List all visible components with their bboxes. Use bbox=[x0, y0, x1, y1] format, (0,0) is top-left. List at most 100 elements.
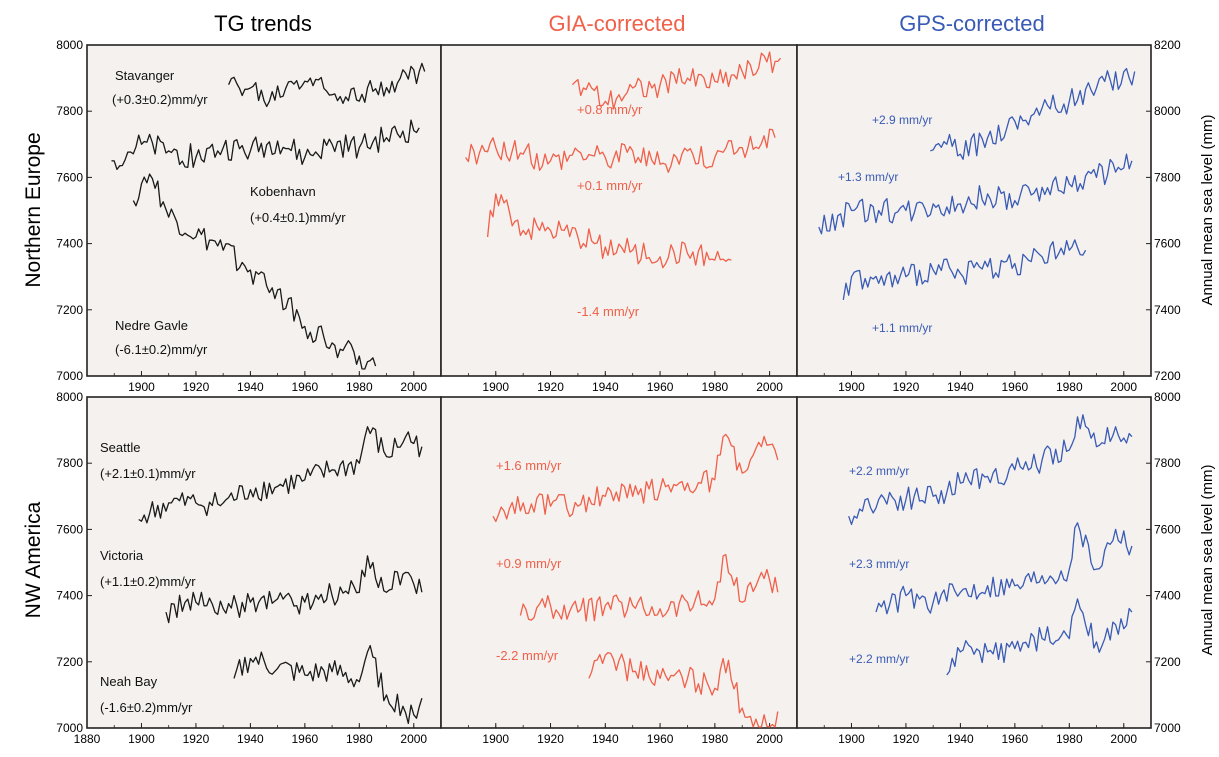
y-tick-label: 7400 bbox=[1154, 303, 1181, 317]
annotation-label: Victoria bbox=[100, 548, 144, 563]
y-tick-label: 7200 bbox=[56, 303, 83, 317]
series-line bbox=[930, 67, 1136, 160]
annotation-label: +0.8 mm/yr bbox=[577, 102, 643, 117]
annotation-label: +2.3 mm/yr bbox=[849, 557, 909, 571]
series-line bbox=[132, 173, 377, 370]
column-title-gps: GPS-corrected bbox=[899, 11, 1045, 36]
annotation-label: (+0.3±0.2)mm/yr bbox=[112, 92, 208, 107]
annotation-label: (+2.1±0.1)mm/yr bbox=[100, 466, 196, 481]
series-line bbox=[233, 644, 423, 725]
x-tick-label: 1980 bbox=[1056, 380, 1083, 394]
column-title-tg: TG trends bbox=[214, 11, 312, 36]
series-line bbox=[486, 193, 732, 269]
y-tick-label: 7400 bbox=[56, 589, 83, 603]
series-line bbox=[571, 51, 782, 110]
y-tick-label: 7000 bbox=[56, 721, 83, 735]
x-tick-label: 1880 bbox=[74, 732, 101, 746]
annotation-label: +0.9 mm/yr bbox=[496, 556, 562, 571]
x-tick-label: 1940 bbox=[237, 380, 264, 394]
y-tick-label: 7200 bbox=[56, 655, 83, 669]
annotation-label: (+0.4±0.1)mm/yr bbox=[250, 210, 346, 225]
y-tick-label: 7000 bbox=[56, 369, 83, 383]
x-tick-label: 1940 bbox=[237, 732, 264, 746]
x-tick-label: 1900 bbox=[482, 732, 509, 746]
annotation-label: +1.6 mm/yr bbox=[496, 458, 562, 473]
x-tick-label: 1920 bbox=[893, 732, 920, 746]
series-line bbox=[818, 153, 1133, 235]
y-tick-label: 7000 bbox=[1154, 721, 1181, 735]
x-tick-label: 1920 bbox=[537, 380, 564, 394]
y-tick-label: 7800 bbox=[56, 456, 83, 470]
series-line bbox=[946, 598, 1133, 676]
x-tick-label: 1920 bbox=[183, 732, 210, 746]
panel: 1880 1900 1920 1940 1960 1980 2000 7000 7200 7400… bbox=[56, 390, 442, 746]
y-tick-label: 8000 bbox=[1154, 104, 1181, 118]
panel: 1900 1920 1940 1960 1980 2000 7000 7200 7400 7600… bbox=[796, 390, 1181, 746]
y-tick-label: 7200 bbox=[1154, 369, 1181, 383]
annotation-label: +2.2 mm/yr bbox=[849, 464, 909, 478]
y-tick-label: 7200 bbox=[1154, 655, 1181, 669]
series-line bbox=[848, 414, 1133, 526]
x-tick-label: 1980 bbox=[346, 732, 373, 746]
panel-frame bbox=[796, 396, 1152, 729]
series-line bbox=[465, 128, 776, 173]
annotation-label: (-1.6±0.2)mm/yr bbox=[100, 700, 193, 715]
x-tick-label: 1960 bbox=[291, 732, 318, 746]
y-tick-label: 7800 bbox=[56, 104, 83, 118]
x-tick-label: 1980 bbox=[701, 380, 728, 394]
y-tick-label: 7600 bbox=[56, 170, 83, 184]
annotation-label: Kobenhavn bbox=[250, 184, 316, 199]
x-tick-label: 1940 bbox=[947, 380, 974, 394]
x-tick-label: 1900 bbox=[128, 732, 155, 746]
x-tick-label: 2000 bbox=[1110, 380, 1137, 394]
x-tick-label: 1980 bbox=[701, 732, 728, 746]
y-tick-label: 8000 bbox=[56, 38, 83, 52]
x-tick-label: 2000 bbox=[400, 732, 427, 746]
y-tick-label: 7400 bbox=[56, 237, 83, 251]
y-tick-label: 7600 bbox=[1154, 237, 1181, 251]
panels: 1900 1920 1940 1960 1980 2000 7000 7200 7400 7600… bbox=[56, 38, 1181, 746]
y-tick-label: 7800 bbox=[1154, 456, 1181, 470]
annotation-label: +1.1 mm/yr bbox=[872, 321, 932, 335]
x-tick-label: 1940 bbox=[592, 732, 619, 746]
series-line bbox=[138, 426, 423, 524]
panel-frame bbox=[86, 396, 442, 729]
annotation-label: (-6.1±0.2)mm/yr bbox=[115, 342, 208, 357]
series-line bbox=[228, 62, 426, 108]
series-line bbox=[111, 119, 420, 171]
annotation-label: Seattle bbox=[100, 440, 140, 455]
x-tick-label: 1900 bbox=[838, 380, 865, 394]
x-tick-label: 1960 bbox=[291, 380, 318, 394]
row-title-nw-america: NW America bbox=[22, 501, 45, 618]
series-line bbox=[492, 433, 779, 523]
x-tick-label: 1900 bbox=[128, 380, 155, 394]
annotation-label: Nedre Gavle bbox=[115, 318, 188, 333]
row-title-northern-europe: Northern Europe bbox=[22, 132, 45, 287]
annotation-label: (+1.1±0.2)mm/yr bbox=[100, 574, 196, 589]
panel: 1900 1920 1940 1960 1980 2000 +1.6 mm/yr +0.9 m… bbox=[440, 396, 798, 746]
panel: 1900 1920 1940 1960 1980 2000 7000 7200 7400 7600… bbox=[56, 38, 442, 394]
x-tick-label: 1940 bbox=[947, 732, 974, 746]
y-tick-label: 7800 bbox=[1154, 170, 1181, 184]
x-tick-label: 2000 bbox=[756, 380, 783, 394]
annotation-label: +1.3 mm/yr bbox=[838, 170, 898, 184]
y-tick-label: 7600 bbox=[56, 522, 83, 536]
annotation-label: Neah Bay bbox=[100, 674, 158, 689]
x-tick-label: 1980 bbox=[1056, 732, 1083, 746]
annotation-label: +0.1 mm/yr bbox=[577, 178, 643, 193]
annotation-label: Stavanger bbox=[115, 68, 175, 83]
x-tick-label: 1900 bbox=[482, 380, 509, 394]
series-line bbox=[842, 239, 1087, 301]
series-line bbox=[519, 553, 779, 622]
x-tick-label: 1920 bbox=[893, 380, 920, 394]
x-tick-label: 1980 bbox=[346, 380, 373, 394]
annotation-label: +2.2 mm/yr bbox=[849, 652, 909, 666]
x-tick-label: 1960 bbox=[1001, 732, 1028, 746]
x-tick-label: 2000 bbox=[756, 732, 783, 746]
right-axis-label-top: Annual mean sea level (mm) bbox=[1199, 115, 1216, 306]
y-tick-label: 8000 bbox=[56, 390, 83, 404]
x-tick-label: 1960 bbox=[1001, 380, 1028, 394]
panel-frame bbox=[440, 44, 798, 377]
